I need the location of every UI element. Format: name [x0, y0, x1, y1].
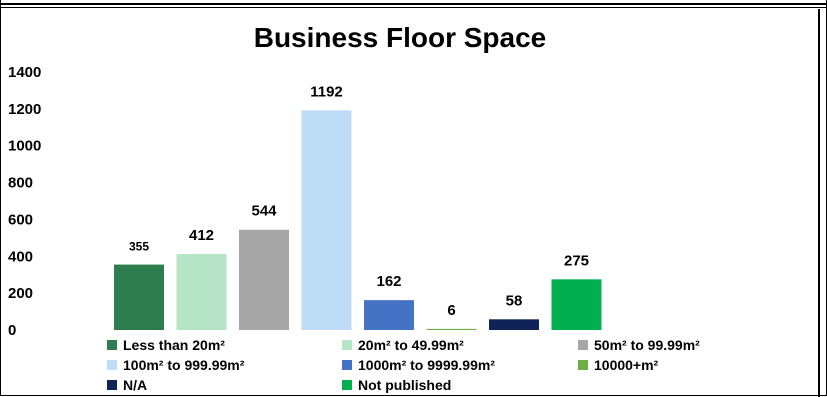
- bar: [551, 279, 602, 330]
- bar: [301, 110, 352, 331]
- y-tick-label: 400: [8, 248, 33, 265]
- data-label: 355: [129, 240, 149, 254]
- data-label: 275: [564, 252, 589, 269]
- chart-area-border: [0, 9, 820, 397]
- y-tick-label: 200: [8, 285, 33, 302]
- bar: [239, 229, 289, 330]
- data-label: 544: [251, 203, 277, 220]
- bar: [426, 328, 477, 330]
- y-tick-label: 1200: [8, 101, 41, 118]
- data-label: 58: [506, 292, 523, 309]
- data-label: 6: [447, 302, 455, 319]
- bar: [489, 319, 539, 330]
- y-tick-label: 1400: [8, 64, 41, 81]
- bar: [114, 264, 164, 330]
- top-border: [0, 3, 827, 5]
- y-tick-label: 600: [8, 211, 33, 228]
- y-tick-label: 800: [8, 175, 33, 192]
- top-border-inner: [0, 7, 827, 8]
- data-label: 412: [189, 227, 214, 244]
- chart-title: Business Floor Space: [253, 22, 547, 53]
- bar: [176, 254, 227, 330]
- data-label: 162: [376, 273, 401, 290]
- data-label: 1192: [310, 83, 343, 100]
- bar: [364, 300, 414, 330]
- y-tick-label: 1000: [8, 138, 41, 155]
- y-tick-label: 0: [8, 322, 16, 339]
